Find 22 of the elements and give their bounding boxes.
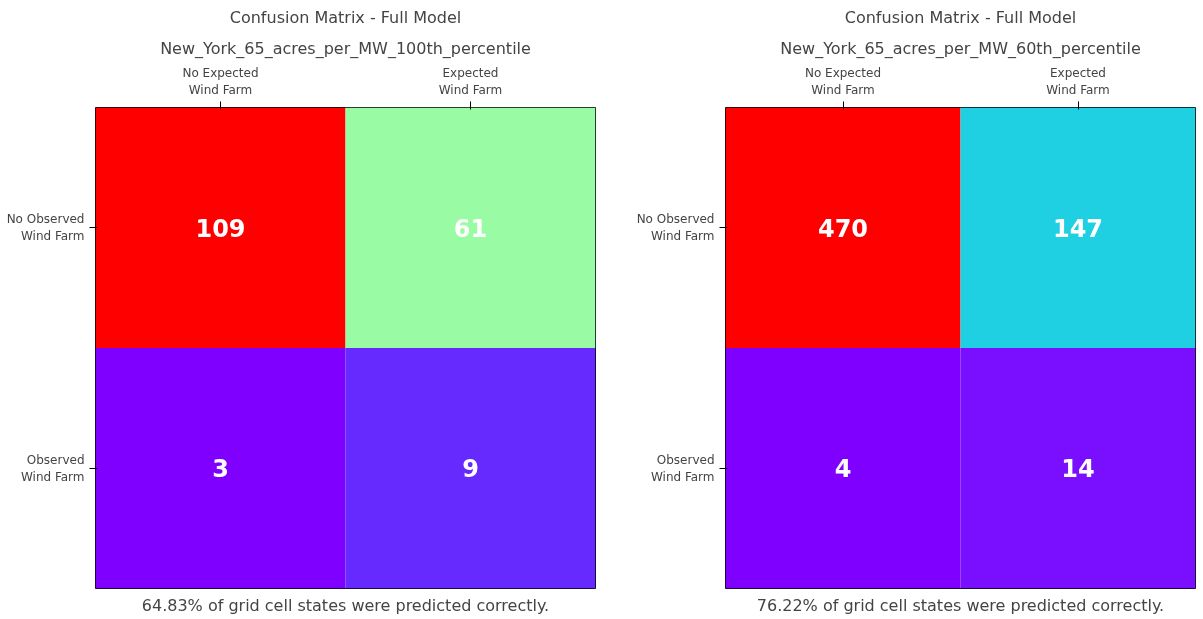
chart-title: Confusion Matrix - Full Model: [229, 7, 462, 27]
chart-subtitle: New_York_65_acres_per_MW_60th_percentile: [780, 38, 1141, 59]
y-tick-label: No Observed Wind Farm: [6, 212, 85, 244]
y-tick-label: Observed Wind Farm: [20, 452, 85, 484]
data-label: 14: [1061, 455, 1095, 484]
text: 64.83% of grid cell states were predicted correctly.: [141, 595, 550, 615]
data-label: 61: [453, 214, 488, 243]
y-tick-label: No Observed Wind Farm: [636, 212, 715, 244]
chart-subtitle: New_York_65_acres_per_MW_100th_percentile: [160, 38, 531, 59]
data-label: 9: [462, 455, 479, 484]
text: 76.22% of grid cell states were predicted correctly.: [756, 595, 1165, 615]
data-label: 109: [195, 214, 246, 243]
x-tick-label: Expected Wind Farm: [438, 65, 503, 97]
data-label: 4: [834, 455, 852, 484]
data-label: 147: [1052, 214, 1104, 243]
x-tick-label: No Expected Wind Farm: [804, 65, 882, 97]
data-label: 3: [212, 455, 229, 484]
chart-title: Confusion Matrix - Full Model: [844, 7, 1077, 27]
x-tick-label: Expected Wind Farm: [1046, 65, 1110, 97]
data-label: 470: [817, 214, 869, 243]
y-tick-label: Observed Wind Farm: [650, 452, 715, 484]
x-tick-label: No Expected Wind Farm: [182, 65, 259, 97]
